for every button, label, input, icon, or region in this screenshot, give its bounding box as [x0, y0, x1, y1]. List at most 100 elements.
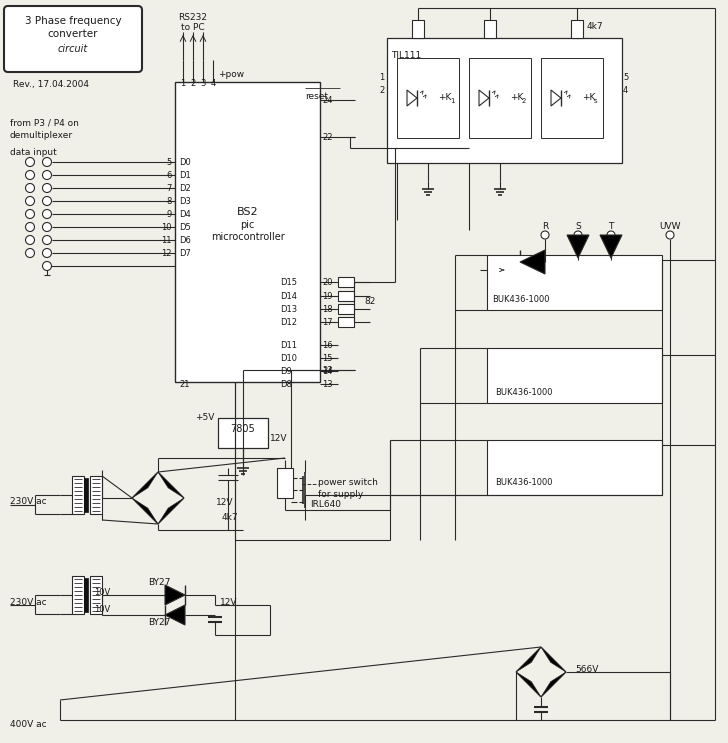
Bar: [277, 468, 293, 498]
Text: 400V ac: 400V ac: [10, 720, 47, 729]
Circle shape: [42, 170, 52, 180]
Bar: [90, 476, 102, 514]
Text: TIL111: TIL111: [391, 51, 422, 60]
Text: 230V ac: 230V ac: [10, 497, 47, 506]
Bar: [218, 418, 268, 448]
Circle shape: [25, 222, 34, 232]
Bar: [571, 20, 583, 38]
Circle shape: [42, 158, 52, 166]
Text: BS2: BS2: [237, 207, 258, 217]
Text: 20: 20: [322, 278, 333, 287]
Text: D12: D12: [280, 318, 297, 327]
Text: 1: 1: [181, 79, 186, 88]
Text: T: T: [609, 222, 614, 231]
Polygon shape: [158, 498, 184, 524]
Bar: [387, 38, 622, 163]
Text: 24: 24: [322, 96, 333, 105]
Text: 11: 11: [162, 236, 172, 245]
Text: BUK436-1000: BUK436-1000: [495, 388, 553, 397]
Bar: [541, 58, 603, 138]
Bar: [175, 82, 320, 382]
Polygon shape: [165, 585, 185, 605]
Circle shape: [25, 158, 34, 166]
Circle shape: [42, 248, 52, 258]
Text: 230V ac: 230V ac: [10, 598, 47, 607]
Text: 82: 82: [364, 297, 376, 306]
Polygon shape: [600, 235, 622, 258]
Text: 1: 1: [379, 73, 384, 82]
Text: D0: D0: [179, 158, 191, 167]
Text: R: R: [542, 222, 548, 231]
Text: D4: D4: [179, 210, 191, 219]
Text: IRL640: IRL640: [310, 500, 341, 509]
Text: 2: 2: [191, 79, 196, 88]
Bar: [338, 304, 354, 314]
Text: 2: 2: [522, 98, 526, 104]
Bar: [412, 20, 424, 38]
Bar: [484, 20, 496, 38]
Polygon shape: [551, 90, 561, 106]
Text: RS232: RS232: [178, 13, 207, 22]
Polygon shape: [541, 647, 566, 672]
Text: D15: D15: [280, 278, 297, 287]
Text: 7: 7: [167, 184, 172, 193]
Bar: [72, 576, 84, 614]
Circle shape: [25, 184, 34, 192]
Polygon shape: [165, 605, 185, 625]
Polygon shape: [158, 472, 184, 498]
Bar: [487, 255, 662, 310]
Bar: [338, 277, 354, 287]
Text: +K: +K: [510, 93, 523, 102]
Text: 10: 10: [162, 223, 172, 232]
Text: 6: 6: [167, 171, 172, 180]
Circle shape: [541, 231, 549, 239]
Text: UVW: UVW: [660, 222, 681, 231]
Text: 10V: 10V: [94, 605, 110, 614]
Text: s: s: [594, 98, 598, 104]
Text: D11: D11: [280, 341, 297, 350]
Text: from P3 / P4 on: from P3 / P4 on: [10, 118, 79, 127]
Text: D3: D3: [179, 197, 191, 206]
Text: power switch: power switch: [318, 478, 378, 487]
Text: D8: D8: [280, 380, 292, 389]
Text: 9: 9: [167, 210, 172, 219]
Circle shape: [25, 210, 34, 218]
Polygon shape: [407, 90, 417, 106]
Bar: [487, 440, 662, 495]
Circle shape: [607, 231, 615, 239]
Text: 22: 22: [322, 133, 333, 142]
Circle shape: [42, 210, 52, 218]
Text: S: S: [575, 222, 581, 231]
Circle shape: [42, 236, 52, 244]
Text: 16: 16: [322, 341, 333, 350]
Polygon shape: [541, 672, 566, 697]
Text: 4k7: 4k7: [587, 22, 604, 31]
FancyBboxPatch shape: [4, 6, 142, 72]
Text: 3: 3: [200, 79, 206, 88]
Text: BY27: BY27: [148, 578, 170, 587]
Text: 15: 15: [322, 354, 333, 363]
Text: 2: 2: [379, 86, 384, 95]
Text: 19: 19: [322, 292, 333, 301]
Text: D7: D7: [179, 249, 191, 258]
Text: 5: 5: [623, 73, 628, 82]
Polygon shape: [132, 472, 158, 498]
Text: +K: +K: [582, 93, 596, 102]
Bar: [338, 291, 354, 301]
Circle shape: [25, 196, 34, 206]
Bar: [84, 478, 88, 512]
Text: 4k7: 4k7: [222, 513, 239, 522]
Text: converter: converter: [48, 29, 98, 39]
Text: pic: pic: [240, 220, 255, 230]
Text: 4: 4: [623, 86, 628, 95]
Text: 12V: 12V: [270, 434, 288, 443]
Bar: [90, 576, 102, 614]
Text: BUK436-1000: BUK436-1000: [492, 295, 550, 304]
Text: 10V: 10V: [94, 588, 110, 597]
Polygon shape: [516, 672, 541, 697]
Text: 12V: 12V: [220, 598, 237, 607]
Text: circuit: circuit: [58, 44, 88, 54]
Text: D2: D2: [179, 184, 191, 193]
Text: D10: D10: [280, 354, 297, 363]
Text: +pow: +pow: [218, 70, 244, 79]
